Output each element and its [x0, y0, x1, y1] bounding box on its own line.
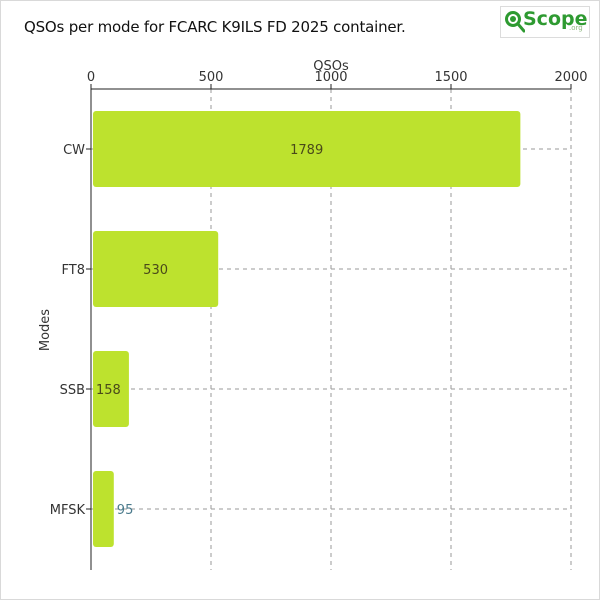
x-tick-label: 500 — [199, 70, 224, 85]
logo-suffix: .org — [569, 24, 583, 32]
chart-title: QSOs per mode for FCARC K9ILS FD 2025 co… — [24, 18, 406, 36]
axis-layer: 0 500 1000 1500 2000 CW FT8 SSB MFSK — [50, 70, 588, 570]
bar-ssb[interactable] — [93, 351, 129, 427]
y-axis-label: Modes — [38, 309, 53, 351]
logo-text: Scope — [523, 8, 588, 30]
data-label: 530 — [143, 263, 168, 278]
x-tick-label: 2000 — [554, 70, 587, 85]
y-tick-label: SSB — [60, 383, 85, 398]
qscope-magnifier-icon — [505, 11, 525, 33]
x-axis-label: QSOs — [313, 59, 349, 74]
x-tick-label: 1500 — [434, 70, 467, 85]
data-label: 95 — [117, 503, 134, 518]
y-tick-label: CW — [63, 143, 85, 158]
bar-ft8[interactable] — [93, 231, 219, 307]
bar-layer: 1789 530 158 95 — [93, 111, 521, 547]
data-label: 1789 — [290, 143, 323, 158]
x-tick-label: 0 — [87, 70, 95, 85]
x-tick-label: 1000 — [314, 70, 347, 85]
y-tick-label: MFSK — [50, 503, 86, 518]
data-label: 158 — [96, 383, 121, 398]
bar-cw[interactable] — [93, 111, 521, 187]
bar-mfsk[interactable] — [93, 471, 114, 547]
y-tick-label: FT8 — [62, 263, 85, 278]
qscope-logo[interactable]: Scope .org — [500, 6, 590, 38]
